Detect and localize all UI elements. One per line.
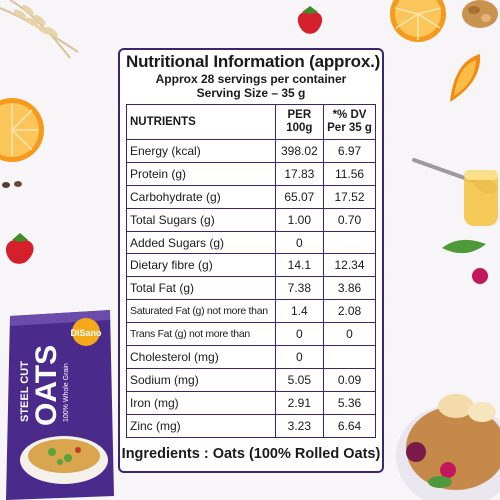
raspberry-icon (472, 268, 488, 284)
nutrient-name: Iron (mg) (126, 390, 276, 415)
orange-slice-icon (390, 0, 446, 42)
granola-bowl-icon (396, 394, 500, 500)
table-row: Cholesterol (mg) 0 (126, 345, 376, 369)
per100-value: 5.05 (274, 367, 325, 392)
dv-value: 6.64 (323, 413, 376, 438)
wheat-stalks-decoration (0, 0, 79, 59)
nutrient-name: Dietary fibre (g) (126, 253, 276, 278)
nutrient-name: Total Sugars (g) (126, 207, 276, 232)
orange-wedge-icon (450, 54, 481, 102)
nutrient-name: Added Sugars (g) (126, 230, 276, 255)
nutrient-name: Cholesterol (mg) (126, 345, 276, 369)
nutrient-name: Carbohydrate (g) (126, 184, 276, 209)
dv-value: 17.52 (323, 184, 376, 209)
pack-line2: OATS (30, 345, 63, 426)
dv-value: 3.86 (323, 276, 376, 301)
orange-slice-left-icon (0, 98, 44, 162)
panel-title: Nutritional Information (approx.) (126, 52, 381, 71)
per100-value: 3.23 (274, 413, 325, 438)
dv-value (323, 345, 376, 369)
table-row: Energy (kcal) 398.02 6.97 (126, 139, 376, 163)
honey-jar-icon (464, 170, 498, 226)
table-row: Added Sugars (g) 0 (126, 230, 376, 255)
nutrient-name: Trans Fat (g) not more than (126, 322, 276, 347)
mint-leaf-icon (442, 239, 486, 254)
pack-line1: STEEL CUT (19, 361, 31, 422)
table-row: Protein (g) 17.83 11.56 (126, 161, 376, 186)
per100-value: 0 (274, 230, 325, 255)
strawberry-icon (297, 6, 323, 34)
table-row: Total Sugars (g) 1.00 0.70 (126, 207, 376, 232)
pack-brand: DiSano (70, 328, 102, 338)
table-row: Sodium (mg) 5.05 0.09 (126, 367, 376, 392)
table-row: Iron (mg) 2.91 5.36 (126, 390, 376, 415)
ingredients-line: Ingredients : Oats (100% Rolled Oats) (121, 446, 381, 462)
per100-value: 65.07 (274, 184, 325, 209)
nutrition-panel: Nutritional Information (approx.) Approx… (118, 48, 384, 473)
per100-value: 1.00 (274, 207, 325, 232)
per100-value: 2.91 (274, 390, 325, 415)
granola-cluster-icon (462, 0, 498, 28)
table-row: Zinc (mg) 3.23 6.64 (126, 413, 376, 438)
dv-value (323, 230, 376, 255)
nutrient-name: Sodium (mg) (126, 367, 276, 392)
dv-value: 2.08 (323, 299, 376, 324)
nutrient-name: Zinc (mg) (126, 413, 276, 438)
servings-line: Approx 28 servings per container (155, 72, 347, 86)
table-row: Trans Fat (g) not more than 0 0 (126, 322, 376, 347)
nutrient-name: Total Fat (g) (126, 276, 276, 301)
dv-value: 11.56 (323, 161, 376, 186)
nutrition-table: NUTRIENTS PER 100g *% DV Per 35 g Energy (… (126, 104, 376, 438)
table-header-row: NUTRIENTS PER 100g *% DV Per 35 g (126, 104, 376, 140)
dv-value: 0 (323, 322, 376, 347)
dv-value: 6.97 (323, 139, 376, 163)
nutrient-name: Energy (kcal) (126, 139, 276, 163)
dv-value: 12.34 (323, 253, 376, 278)
per100-value: 1.4 (274, 299, 325, 324)
oats-product-pack: DiSano STEEL CUT OATS 100% Whole Grain (6, 310, 114, 500)
nutrient-name: Protein (g) (126, 161, 276, 186)
table-row: Saturated Fat (g) not more than 1.4 2.08 (126, 299, 376, 324)
header-per100: PER 100g (274, 104, 325, 140)
seeds-icon (2, 181, 22, 188)
header-nutrients: NUTRIENTS (126, 104, 276, 140)
per100-value: 0 (274, 345, 325, 369)
per100-value: 0 (274, 322, 325, 347)
per100-value: 17.83 (274, 161, 325, 186)
dv-value: 0.70 (323, 207, 376, 232)
pack-tag: 100% Whole Grain (63, 363, 70, 422)
per100-value: 7.38 (274, 276, 325, 301)
strawberry-left-icon (5, 233, 34, 264)
dv-value: 0.09 (323, 367, 376, 392)
serving-size-line: Serving Size – 35 g (196, 86, 306, 100)
per100-value: 14.1 (274, 253, 325, 278)
dv-value: 5.36 (323, 390, 376, 415)
per100-value: 398.02 (274, 139, 325, 163)
nutrient-name: Saturated Fat (g) not more than (126, 299, 276, 324)
header-dv: *% DV Per 35 g (323, 104, 376, 140)
table-row: Total Fat (g) 7.38 3.86 (126, 276, 376, 301)
table-row: Dietary fibre (g) 14.1 12.34 (126, 253, 376, 278)
table-row: Carbohydrate (g) 65.07 17.52 (126, 184, 376, 209)
